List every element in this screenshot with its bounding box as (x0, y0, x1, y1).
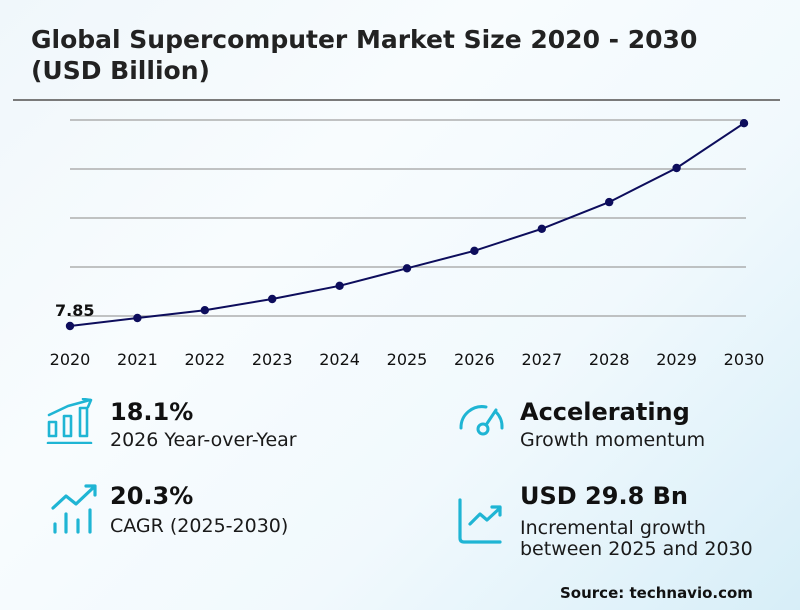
page-title: Global Supercomputer Market Size 2020 - … (31, 24, 791, 86)
data-point-2027 (537, 224, 546, 233)
x-label-2027: 2027 (521, 350, 562, 369)
kpi-incremental: USD 29.8 Bn Incremental growth between 2… (456, 482, 796, 562)
market-size-line (69, 122, 745, 327)
gridlines (70, 119, 746, 317)
kpi-incremental-value: USD 29.8 Bn (520, 482, 688, 510)
x-axis-labels: 2020 2021 2022 2023 2024 2025 2026 2027 2028 2029… (50, 350, 765, 369)
data-point-2025 (402, 264, 412, 273)
x-label-2023: 2023 (252, 350, 293, 369)
data-point-2030 (739, 119, 749, 128)
title-line-1: Global Supercomputer Market Size 2020 - … (31, 25, 698, 54)
kpi-yoy: 18.1% 2026 Year-over-Year (46, 398, 386, 458)
line-chart-up-icon (458, 498, 502, 544)
x-label-2022: 2022 (184, 350, 225, 369)
kpi-cagr-label: CAGR (2025-2030) (110, 515, 289, 537)
kpi-incremental-label-2: between 2025 and 2030 (520, 538, 753, 560)
data-point-2020 (65, 321, 75, 331)
bar-chart-growth-icon (46, 398, 93, 444)
x-label-2029: 2029 (656, 350, 697, 369)
data-point-2028 (605, 197, 614, 207)
kpi-momentum: Accelerating Growth momentum (456, 398, 796, 458)
kpi-incremental-label-1: Incremental growth (520, 517, 706, 539)
data-point-2026 (470, 246, 479, 255)
kpi-yoy-label: 2026 Year-over-Year (110, 429, 297, 451)
data-point-2029 (672, 163, 681, 173)
line-chart: 7.85 2020 2021 2022 2023 2024 2025 2026 2027 202… (50, 119, 765, 369)
kpi-cagr: 20.3% CAGR (2025-2030) (50, 482, 390, 542)
kpi-cagr-value: 20.3% (110, 482, 194, 510)
title-divider (13, 99, 780, 101)
speedometer-icon (459, 405, 504, 436)
data-point-2021 (133, 313, 142, 323)
data-point-2022 (200, 306, 209, 315)
x-label-2021: 2021 (117, 350, 158, 369)
data-points (65, 119, 749, 331)
x-label-2020: 2020 (50, 350, 91, 369)
start-value-annotation: 7.85 (55, 301, 94, 320)
x-label-2028: 2028 (589, 350, 630, 369)
trend-up-bars-icon (51, 484, 97, 534)
x-label-2030: 2030 (724, 350, 765, 369)
data-point-2024 (335, 281, 344, 290)
kpi-momentum-label: Growth momentum (520, 429, 706, 451)
x-label-2025: 2025 (387, 350, 428, 369)
kpi-momentum-value: Accelerating (520, 398, 690, 426)
source-credit: Source: technavio.com (560, 584, 753, 602)
title-line-2: (USD Billion) (31, 56, 210, 85)
x-label-2026: 2026 (454, 350, 495, 369)
kpi-yoy-value: 18.1% (110, 398, 194, 426)
data-point-2023 (268, 294, 277, 304)
x-label-2024: 2024 (319, 350, 360, 369)
